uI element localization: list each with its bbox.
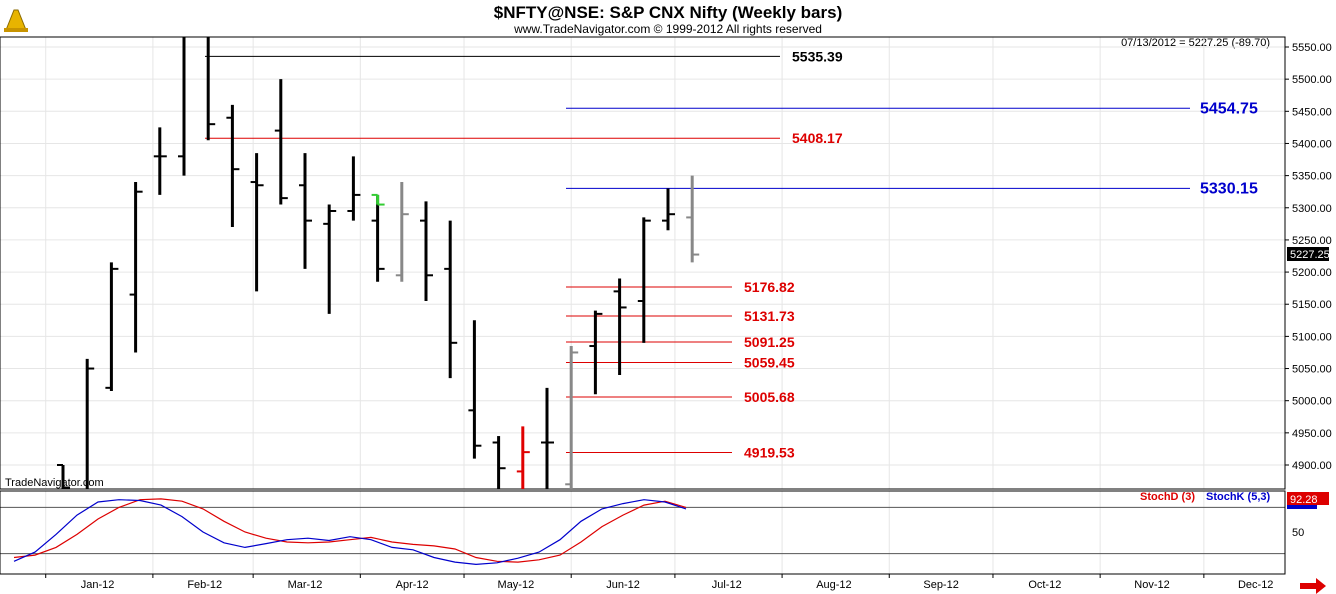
legend-stochd: StochD (3) xyxy=(1140,491,1195,503)
price-y-axis: 5550.00 5500.00 5450.00 5400.00 5350.00 5300.… xyxy=(1285,42,1332,472)
indicator-last-tag: 92.28 xyxy=(1287,492,1329,509)
price-levels: 5535.39 5454.75 5408.17 5330.15 5176.82 5131.… xyxy=(205,48,1258,460)
ohlc-bar xyxy=(178,37,186,176)
ohlc-bar xyxy=(492,436,506,489)
x-tick-label: Sep-12 xyxy=(923,579,958,591)
price-y-tick: 5200.00 xyxy=(1292,267,1332,279)
watermark: TradeNavigator.com xyxy=(5,477,104,489)
ohlc-bar xyxy=(589,310,603,395)
x-tick-label: Mar-12 xyxy=(288,579,323,591)
ohlc-bar xyxy=(395,182,409,282)
price-y-tick: 5050.00 xyxy=(1292,364,1332,376)
level-label: 5535.39 xyxy=(792,48,843,64)
price-y-tick: 5400.00 xyxy=(1292,138,1332,150)
indicator-y-tick-50: 50 xyxy=(1292,527,1304,539)
ohlc-bar xyxy=(541,387,554,489)
ohlc-bar xyxy=(299,153,312,269)
x-axis: Jan-12 Feb-12 Mar-12 Apr-12 May-12 Jun-12 Jul-… xyxy=(45,574,1273,591)
ohlc-bar xyxy=(153,127,167,195)
ohlc-bar xyxy=(347,156,361,221)
ohlc-bar xyxy=(516,426,530,489)
x-tick-label: Oct-12 xyxy=(1028,579,1061,591)
indicator-panel-frame xyxy=(0,490,1286,575)
chart-title: $NFTY@NSE: S&P CNX Nifty (Weekly bars) xyxy=(494,3,842,22)
ohlc-bar xyxy=(274,79,288,205)
indicator-series-line xyxy=(13,498,687,563)
level-label: 5454.75 xyxy=(1200,100,1258,117)
legend-stochk: StochK (5,3) xyxy=(1206,491,1271,503)
ohlc-bar xyxy=(420,201,433,302)
price-y-tick: 5250.00 xyxy=(1292,235,1332,247)
price-y-tick: 4950.00 xyxy=(1292,428,1332,440)
x-tick-label: Feb-12 xyxy=(187,579,222,591)
level-label: 5176.82 xyxy=(744,279,795,295)
level-label: 5131.73 xyxy=(744,308,795,324)
level-label: 5005.68 xyxy=(744,389,795,405)
ohlc-bar xyxy=(371,194,385,282)
ohlc-bar xyxy=(57,464,70,489)
x-tick-label: May-12 xyxy=(498,579,535,591)
level-label: 4919.53 xyxy=(744,444,795,460)
ohlc-bar xyxy=(323,204,337,314)
x-tick-label: Nov-12 xyxy=(1134,579,1169,591)
indicator-lines xyxy=(13,498,687,566)
price-y-tick: 5500.00 xyxy=(1292,74,1332,86)
x-tick-label: Aug-12 xyxy=(816,579,851,591)
ohlc-bar xyxy=(206,37,216,141)
ohlc-bar xyxy=(226,104,240,228)
price-y-tick: 5550.00 xyxy=(1292,42,1332,54)
indicator-series-line xyxy=(13,499,687,566)
ohlc-bar xyxy=(637,217,651,343)
indicator-grid xyxy=(0,491,1285,574)
ohlc-bar xyxy=(686,175,700,263)
ohlc-bar xyxy=(662,188,675,231)
scroll-right-icon[interactable] xyxy=(1300,578,1326,594)
x-tick-label: Dec-12 xyxy=(1238,579,1273,591)
last-info: 07/13/2012 = 5227.25 (-89.70) xyxy=(1121,37,1270,49)
price-y-tick: 5150.00 xyxy=(1292,299,1332,311)
price-bars xyxy=(57,37,700,489)
ohlc-bar xyxy=(444,220,458,379)
indicator-last-label: 92.28 xyxy=(1290,494,1318,506)
price-y-tick: 5000.00 xyxy=(1292,396,1332,408)
level-label: 5091.25 xyxy=(744,334,795,350)
ohlc-bar xyxy=(85,358,95,489)
x-tick-label: Jan-12 xyxy=(81,579,115,591)
price-y-tick: 5350.00 xyxy=(1292,171,1332,183)
level-label: 5330.15 xyxy=(1200,180,1258,197)
ohlc-bar xyxy=(129,182,143,353)
price-panel-frame xyxy=(0,36,1286,490)
level-label: 5408.17 xyxy=(792,130,843,146)
level-label: 5059.45 xyxy=(744,354,795,370)
x-tick-label: Apr-12 xyxy=(396,579,429,591)
chart-subtitle: www.TradeNavigator.com © 1999-2012 All r… xyxy=(513,22,822,36)
last-price-label: 5227.25 xyxy=(1290,249,1330,261)
price-y-tick: 5450.00 xyxy=(1292,106,1332,118)
price-y-tick: 4900.00 xyxy=(1292,460,1332,472)
ohlc-bar xyxy=(468,320,482,459)
ohlc-bar xyxy=(105,262,119,392)
ohlc-bar xyxy=(613,278,627,375)
ohlc-bar xyxy=(565,346,579,489)
x-tick-label: Jul-12 xyxy=(712,579,742,591)
ohlc-bar xyxy=(250,153,264,292)
x-tick-label: Jun-12 xyxy=(606,579,640,591)
price-y-tick: 5300.00 xyxy=(1292,203,1332,215)
ohlc-bar xyxy=(371,193,385,206)
logo-icon xyxy=(4,9,28,32)
price-y-tick: 5100.00 xyxy=(1292,331,1332,343)
last-price-tag: 5227.25 xyxy=(1287,247,1330,261)
